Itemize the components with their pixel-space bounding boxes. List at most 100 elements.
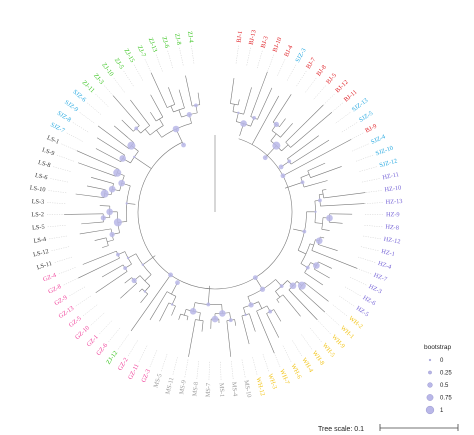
branch-segment <box>322 189 327 191</box>
branch-segment <box>101 245 109 248</box>
branch-segment <box>304 272 324 286</box>
bootstrap-node <box>313 262 320 269</box>
branch-segment <box>159 302 170 322</box>
bootstrap-node <box>181 142 186 148</box>
label-guide <box>107 327 121 343</box>
bootstrap-node <box>131 277 137 284</box>
label-guide <box>52 166 71 172</box>
bootstrap-node <box>113 218 122 227</box>
label-guide <box>138 345 148 363</box>
branch-segment <box>178 313 181 320</box>
bootstrap-node <box>289 282 297 290</box>
label-guide <box>272 350 281 368</box>
label-guide <box>68 286 86 297</box>
branch-segment <box>266 313 280 338</box>
bootstrap-node <box>272 141 281 150</box>
branch-segment <box>159 118 164 126</box>
leaf-label: WH-12 <box>254 377 266 397</box>
leaf-label: ZJ-15 <box>123 48 136 64</box>
label-guide <box>341 121 359 133</box>
label-guide <box>149 350 158 368</box>
branch-segment <box>297 250 307 255</box>
branch-segment <box>149 291 168 321</box>
label-guide <box>277 58 286 76</box>
branch-segment <box>293 228 305 232</box>
label-guide <box>178 46 184 66</box>
branch-segment <box>124 277 132 284</box>
leaf-label: SJZ-7 <box>49 121 66 134</box>
label-guide <box>246 46 252 66</box>
leaf-label: WH-9 <box>330 334 346 350</box>
label-guide <box>339 295 356 307</box>
label-guide <box>262 354 270 373</box>
branch-segment <box>78 162 116 177</box>
legend-label: 0.75 <box>440 396 452 402</box>
label-guide <box>309 327 323 343</box>
branch-segment <box>276 299 280 303</box>
branch-segment <box>112 95 140 126</box>
leaf-label: LS-10 <box>29 185 46 194</box>
branch-segment <box>323 192 366 199</box>
label-guide-lines <box>46 44 384 381</box>
branch-segment <box>288 289 318 321</box>
leaf-label: GZ-3 <box>140 368 152 383</box>
branch-segment <box>303 180 328 188</box>
branch-segment <box>243 307 246 315</box>
branch-segment <box>94 237 107 241</box>
branch-segment <box>257 87 273 120</box>
legend-symbol <box>425 405 435 415</box>
label-guide <box>196 361 200 381</box>
branch-segment <box>314 268 330 279</box>
branch-segment <box>126 203 136 205</box>
branch-segment <box>298 288 326 313</box>
label-guide <box>220 361 222 381</box>
bootstrap-node <box>219 310 226 317</box>
leaf-label: BJ-10 <box>272 36 284 53</box>
branch-segment <box>307 162 326 172</box>
leaf-label: GZ-2 <box>117 357 130 372</box>
branch-segment <box>120 283 137 299</box>
bootstrap-node <box>248 302 254 308</box>
label-guide <box>71 121 89 133</box>
branch-segment <box>320 203 365 207</box>
label-guide <box>332 304 348 317</box>
label-guide <box>133 63 143 81</box>
leaf-label: LS-3 <box>31 198 44 206</box>
branch-segment <box>184 309 187 316</box>
label-guide <box>241 359 246 379</box>
branch-segment <box>311 250 358 269</box>
label-guide <box>48 235 67 240</box>
branch-segment <box>275 291 281 298</box>
bootstrap-nodes <box>100 103 333 323</box>
branch-segment <box>171 305 176 316</box>
leaf-label: LS-1 <box>46 134 60 146</box>
leaf-label: WH-2 <box>347 315 364 330</box>
leaf-label: BJ-1 <box>235 30 244 43</box>
leaf-label: LS-9 <box>41 147 55 158</box>
bootstrap-node <box>318 198 322 203</box>
leaf-label: HZ-13 <box>386 198 403 206</box>
label-guide <box>74 295 91 307</box>
branch-segment <box>178 109 182 118</box>
legend-title: bootstrap <box>424 344 451 351</box>
branch-segment <box>310 166 342 178</box>
bootstrap-node <box>211 315 219 323</box>
bootstrap-node <box>125 202 128 205</box>
leaf-label: GZ-6 <box>95 342 109 357</box>
branch-segment <box>282 139 352 177</box>
label-guide <box>230 361 234 381</box>
branch-segment <box>318 244 338 251</box>
bootstrap-node <box>106 208 113 216</box>
legend-label: 0.5 <box>440 383 449 389</box>
branch-segment <box>113 125 135 143</box>
bootstrap-node <box>189 308 197 315</box>
branch-segment <box>96 137 125 156</box>
leaf-label: MS-7 <box>205 383 213 398</box>
leaf-label: SJZ-8 <box>56 110 72 124</box>
leaf-label: GZ-9 <box>53 294 68 307</box>
bootstrap-node <box>240 120 247 127</box>
label-guide <box>364 202 384 204</box>
legend-label: 0 <box>440 358 444 364</box>
branch-segment <box>256 310 275 354</box>
bootstrap-node <box>100 215 106 221</box>
